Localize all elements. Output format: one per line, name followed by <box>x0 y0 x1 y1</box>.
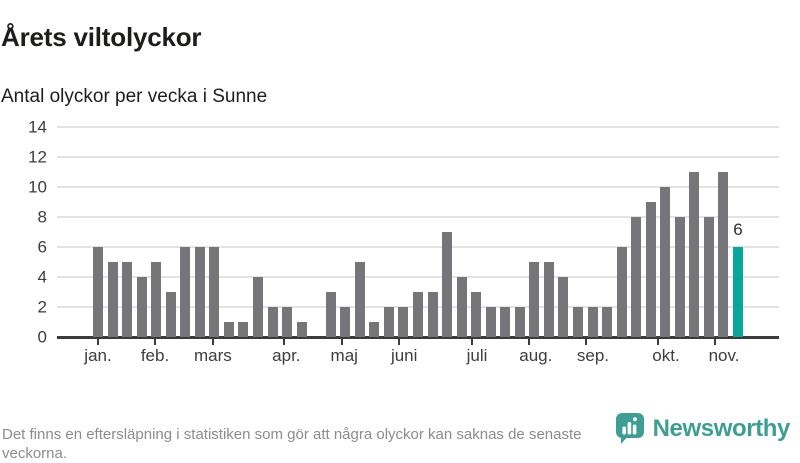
x-axis-tick-mars <box>211 339 214 345</box>
bar-week <box>456 277 467 337</box>
bar-week <box>223 322 234 337</box>
bar-week <box>674 217 685 337</box>
x-axis-label-jan: jan. <box>84 346 112 365</box>
x-axis-label-feb: feb. <box>140 346 170 365</box>
chart-subtitle: Antal olyckor per vecka i Sunne <box>1 85 268 107</box>
x-axis-tick-apr <box>283 339 286 345</box>
y-axis-label-2: 2 <box>37 297 47 317</box>
bar-week <box>398 307 409 337</box>
x-axis-label-aug: aug. <box>519 346 553 365</box>
bar-week <box>369 322 380 337</box>
bar-week <box>543 262 554 337</box>
bar-week <box>180 247 191 337</box>
x-axis-tick-maj <box>341 339 344 345</box>
page-title: Årets viltolyckor <box>1 22 202 53</box>
y-axis-label-6: 6 <box>37 237 47 257</box>
bar-week <box>689 172 700 337</box>
bar-week <box>383 307 394 337</box>
gridline-10 <box>57 186 779 188</box>
bar-week <box>645 202 656 337</box>
x-axis-label-mars: mars <box>194 346 232 365</box>
x-axis-tick-sep <box>584 339 587 345</box>
x-axis-tick-juni <box>398 339 401 345</box>
x-axis-tick-juli <box>470 339 473 345</box>
bar-week <box>412 292 423 337</box>
bar-week <box>427 292 438 337</box>
x-axis-label-okt: okt. <box>652 346 680 365</box>
x-axis-tick-feb <box>154 339 157 345</box>
bar-week <box>660 187 671 337</box>
bar-week <box>267 307 278 337</box>
bar-week <box>500 307 511 337</box>
bar-week <box>602 307 613 337</box>
x-axis-tick-okt <box>656 339 659 345</box>
bar-week <box>718 172 729 337</box>
bar-current-week <box>732 247 743 337</box>
x-axis-tick-nov <box>714 339 717 345</box>
bar-week <box>165 292 176 337</box>
bar-week <box>442 232 453 337</box>
gridline-4 <box>57 276 779 278</box>
bar-week <box>136 277 147 337</box>
bar-week <box>616 247 627 337</box>
y-axis-label-4: 4 <box>37 267 47 287</box>
bar-week <box>529 262 540 337</box>
bar-week <box>194 247 205 337</box>
gridline-6 <box>57 246 779 248</box>
y-axis-label-8: 8 <box>37 207 47 227</box>
bar-week <box>252 277 263 337</box>
x-axis-label-sep: sep. <box>576 346 610 365</box>
bar-week <box>354 262 365 337</box>
x-axis-label-juli: juli <box>466 346 488 365</box>
x-axis-label-apr: apr. <box>272 346 301 365</box>
bar-week <box>558 277 569 337</box>
bar-week <box>572 307 583 337</box>
bar-week <box>471 292 482 337</box>
bar-week <box>93 247 103 337</box>
newsworthy-speech-bubble-barchart-icon <box>614 411 646 447</box>
chart-footnote: Det finns en eftersläpning i statistiken… <box>2 426 582 462</box>
gridline-8 <box>57 216 779 218</box>
gridline-14 <box>57 126 779 128</box>
bar-week <box>122 262 133 337</box>
y-axis: 0 2 4 6 8 10 12 14 <box>0 119 47 346</box>
bar-week <box>514 307 525 337</box>
y-axis-label-14: 14 <box>28 117 47 137</box>
bar-week <box>209 247 220 337</box>
x-axis-label-maj: maj <box>330 346 358 365</box>
bar-week <box>703 217 714 337</box>
bar-week <box>485 307 496 337</box>
y-axis-label-0: 0 <box>37 327 47 347</box>
bar-week <box>107 262 118 337</box>
bar-week <box>340 307 351 337</box>
bar-week <box>631 217 642 337</box>
x-axis-label-juni: juni <box>390 346 418 365</box>
gridline-12 <box>57 156 779 158</box>
x-axis-label-nov: nov. <box>708 346 740 365</box>
x-axis-line <box>57 336 779 339</box>
bar-week <box>587 307 598 337</box>
newsworthy-logo[interactable]: Newsworthy <box>614 411 790 447</box>
bar-week <box>151 262 162 337</box>
bar-week <box>282 307 293 337</box>
bar-value-label: 6 <box>733 220 743 239</box>
y-axis-label-12: 12 <box>28 147 47 167</box>
x-axis-tick-jan <box>97 339 99 345</box>
bar-week <box>296 322 307 337</box>
y-axis-label-10: 10 <box>28 177 47 197</box>
bar-week <box>325 292 336 337</box>
newsworthy-wordmark: Newsworthy <box>652 415 791 442</box>
plot-area: 6 jan. feb. mars apr. maj juni juli aug. sep. okt.… <box>57 126 779 364</box>
x-axis-tick-aug <box>527 339 530 345</box>
bar-week <box>238 322 249 337</box>
